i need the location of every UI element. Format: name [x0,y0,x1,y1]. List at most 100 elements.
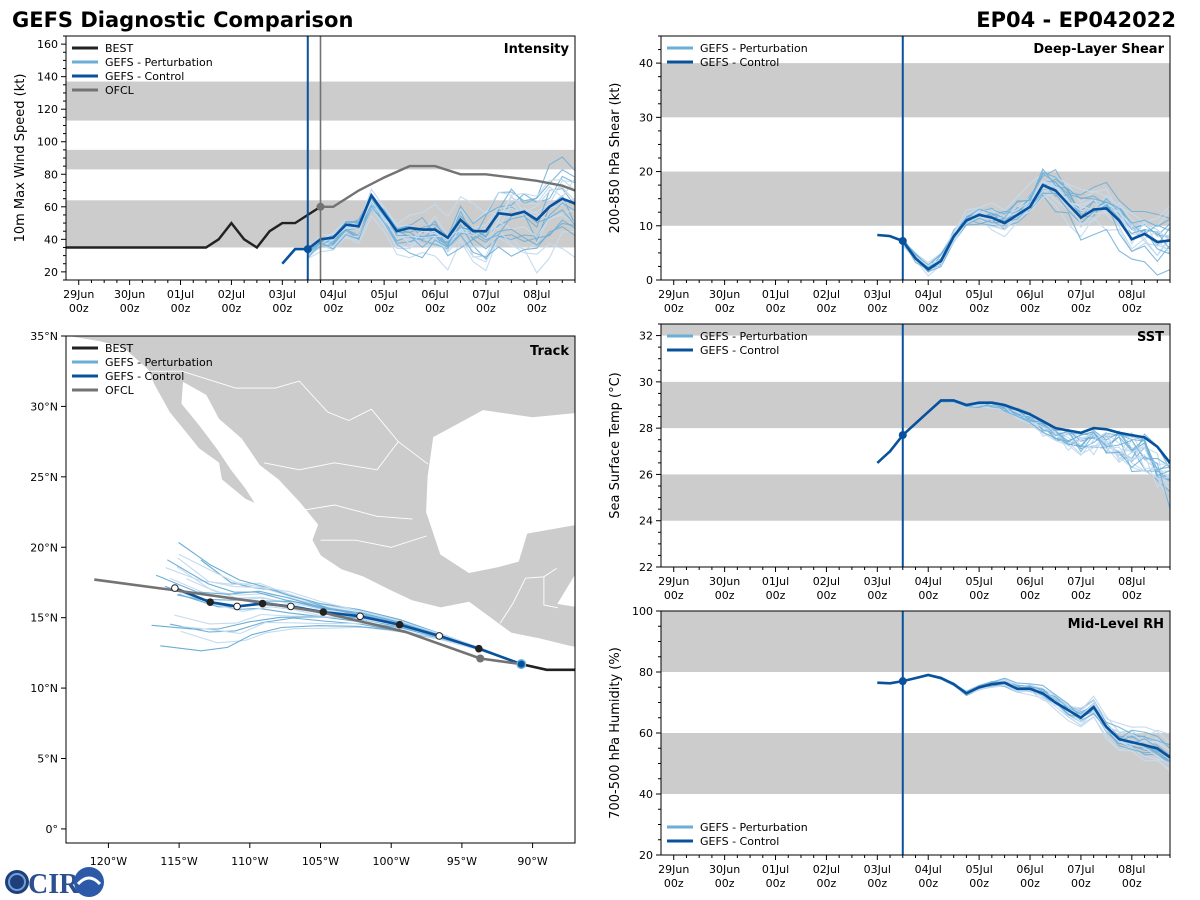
x-tick-day-label: 05Jul [965,863,992,876]
control-track-point [287,602,295,611]
rh-panel-title: Mid-Level RH [1068,617,1164,632]
x-tick-day-label: 30Jun [709,863,740,876]
x-tick-hour-label: 00z [1122,302,1142,315]
logo-ring-icon [8,873,26,891]
x-tick-hour-label: 00z [527,302,547,315]
x-tick-hour-label: 00z [918,589,938,602]
y-tick-label: 40 [639,57,653,70]
x-tick-day-label: 01Jul [167,288,194,301]
x-tick-day-label: 29Jun [658,575,689,588]
x-tick-day-label: 02Jul [813,288,840,301]
intensity-series-ofcl [320,164,575,209]
y-tick-label: 40 [44,233,58,246]
storm-id: EP04 - EP042022 [976,8,1176,32]
x-tick-hour-label: 00z [664,877,684,890]
x-tick-hour-label: 00z [867,877,887,890]
y-tick-label: 10°N [30,682,58,695]
y-tick-label: 60 [44,201,58,214]
x-tick-day-label: 30Jun [709,575,740,588]
x-tick-day-label: 06Jul [1016,288,1043,301]
y-tick-label: 40 [639,788,653,801]
track-perturbation-member [178,553,522,665]
control-track-point [206,598,215,606]
shear-shaded-band [661,63,1170,118]
intensity-panel: 29Jun00z30Jun00z01Jul00z02Jul00z03Jul00z… [13,35,576,315]
x-tick-hour-label: 00z [817,302,837,315]
x-tick-day-label: 04Jul [915,288,942,301]
x-tick-hour-label: 00z [1020,877,1040,890]
track-series-best [521,662,575,672]
y-tick-label: 10 [639,220,653,233]
country-border [292,504,413,520]
y-tick-label: 20°N [30,541,58,554]
track-perturbation-member [160,625,522,665]
intensity-perturbation-member [307,186,575,257]
x-tick-day-label: 29Jun [658,863,689,876]
track-panel-title: Track [530,344,569,359]
x-tick-day-label: 03Jul [864,575,891,588]
x-tick-hour-label: 00z [1071,877,1091,890]
y-tick-label: 80 [44,168,58,181]
y-tick-label: 22 [639,561,653,574]
x-tick-day-label: 02Jul [218,288,245,301]
x-tick-day-label: 06Jul [421,288,448,301]
x-tick-label: 90°W [517,855,547,868]
intensity-perturbation-member [307,198,575,259]
x-tick-hour-label: 00z [222,302,242,315]
intensity-perturbation-member [307,205,575,259]
x-tick-hour-label: 00z [817,877,837,890]
x-tick-hour-label: 00z [766,589,786,602]
sst-series-gefs-control [876,399,1170,464]
x-tick-day-label: 29Jun [63,288,94,301]
shear-perturbation-member [902,172,1170,266]
x-tick-day-label: 30Jun [114,288,145,301]
intensity-panel-title: Intensity [504,42,570,57]
control-track-point [435,632,444,640]
x-tick-label: 95°W [447,855,477,868]
country-border [149,370,429,465]
legend-label: GEFS - Control [105,70,184,83]
y-tick-label: 5°N [37,753,58,766]
y-tick-label: 30 [639,376,653,389]
x-tick-hour-label: 00z [918,302,938,315]
x-tick-day-label: 07Jul [1067,575,1094,588]
shear-panel: 29Jun00z30Jun00z01Jul00z02Jul00z03Jul00z… [608,35,1171,315]
x-tick-label: 105°W [302,855,339,868]
legend-label: OFCL [105,384,135,397]
x-tick-hour-label: 00z [171,302,191,315]
country-border [320,535,427,548]
x-tick-hour-label: 00z [1071,589,1091,602]
x-tick-hour-label: 00z [272,302,292,315]
shear-y-axis-label: 200-850 hPa Shear (kt) [608,83,623,234]
x-tick-hour-label: 00z [69,302,89,315]
rh-series-gefs-control [877,673,1170,759]
track-init-point [517,660,525,668]
track-perturbation-member [169,617,522,665]
rh-shaded-band [661,611,1170,672]
x-tick-hour-label: 00z [664,302,684,315]
x-tick-hour-label: 00z [1020,302,1040,315]
x-tick-hour-label: 00z [817,589,837,602]
x-tick-day-label: 07Jul [1067,863,1094,876]
y-tick-label: 35°N [30,330,58,343]
x-tick-day-label: 04Jul [320,288,347,301]
x-tick-hour-label: 00z [374,302,394,315]
intensity-perturbation-member [307,175,575,257]
x-tick-hour-label: 00z [867,302,887,315]
intensity-series-best [66,205,322,250]
x-tick-day-label: 03Jul [864,288,891,301]
x-tick-day-label: 29Jun [658,288,689,301]
x-tick-hour-label: 00z [918,877,938,890]
x-tick-hour-label: 00z [715,877,735,890]
control-track-point [356,612,364,621]
control-track-point [475,644,483,653]
x-tick-hour-label: 00z [323,302,343,315]
x-tick-day-label: 01Jul [762,863,789,876]
legend-label: GEFS - Perturbation [105,56,213,69]
legend-label: GEFS - Control [105,370,184,383]
legend-label: BEST [105,42,133,55]
y-tick-label: 20 [639,166,653,179]
intensity-perturbation-member [307,198,575,254]
legend-label: GEFS - Perturbation [105,356,213,369]
x-tick-hour-label: 00z [425,302,445,315]
